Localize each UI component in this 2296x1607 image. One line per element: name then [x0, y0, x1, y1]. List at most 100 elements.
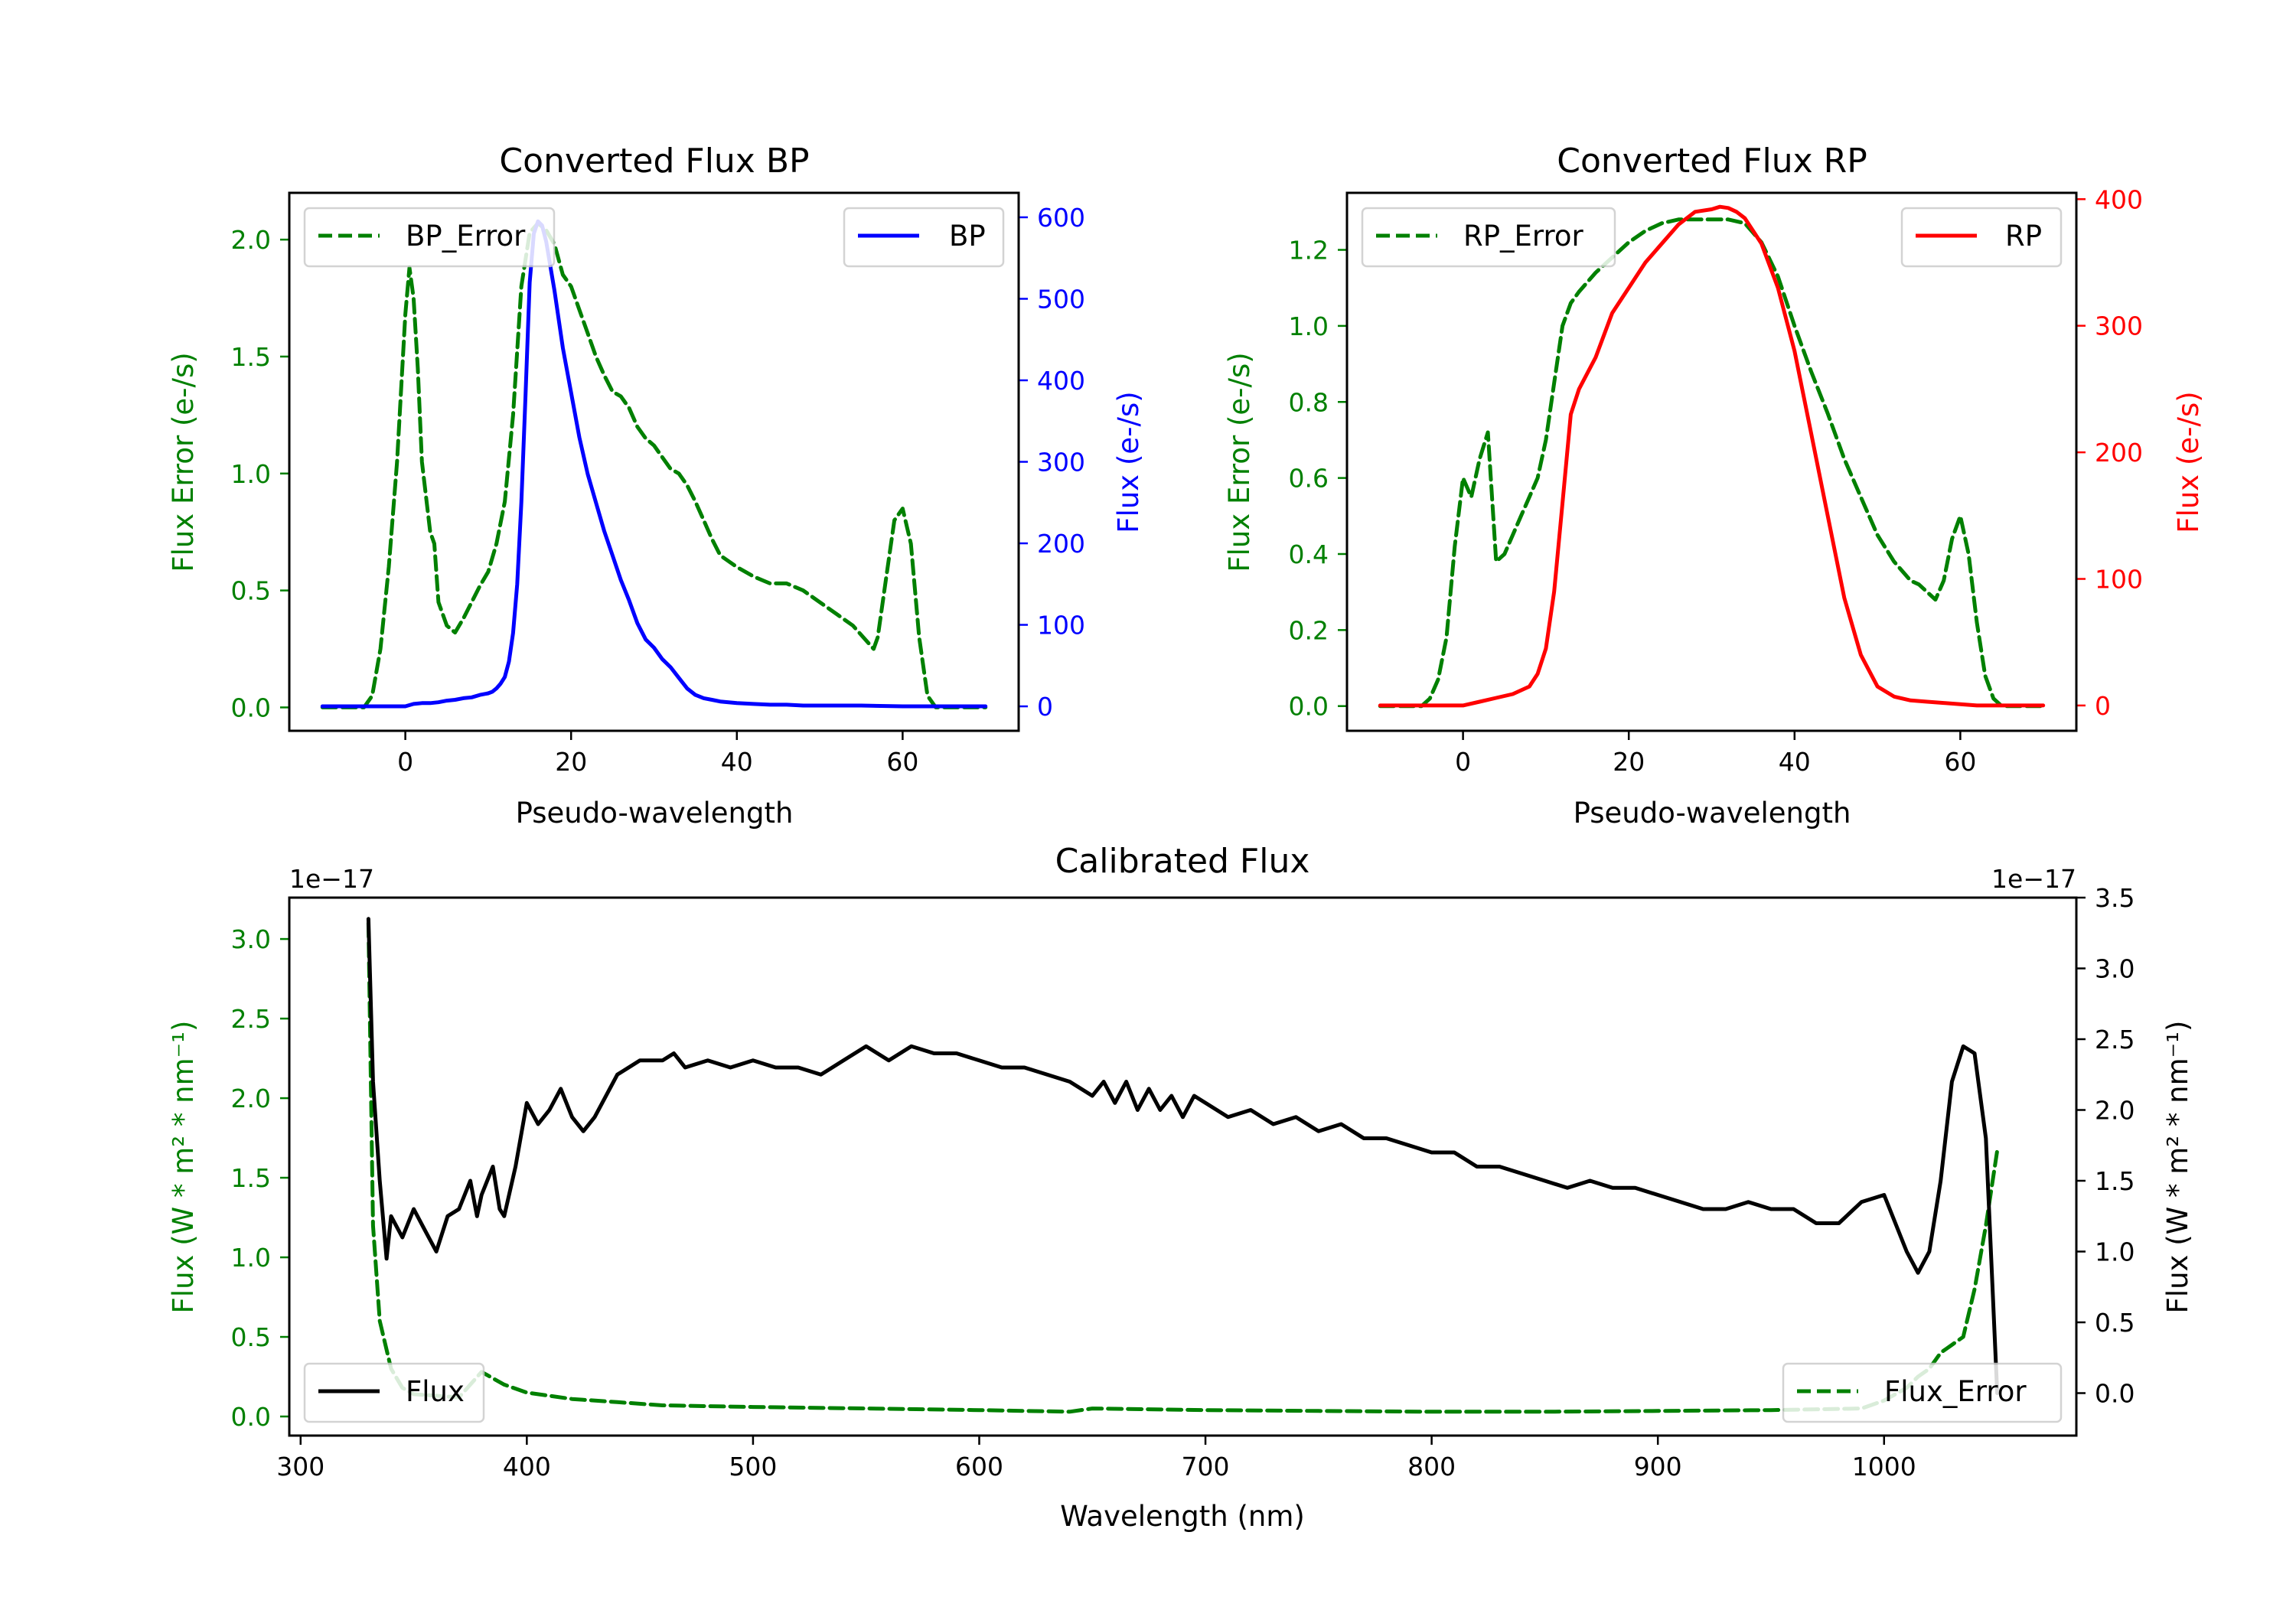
- calibrated-title: Calibrated Flux: [1055, 842, 1310, 881]
- calibrated-legend-error: Flux_Error: [1782, 1362, 2063, 1423]
- bp-series-bp-error: [320, 221, 988, 709]
- bp-y-right-tick-label: 600: [1037, 203, 1085, 233]
- calibrated-y-right-tick-label: 2.5: [2095, 1025, 2135, 1054]
- calibrated-y-left-tick-label: 2.0: [231, 1084, 271, 1113]
- rp-legend-rp-label: RP: [2005, 220, 2042, 253]
- bp-legend-bp-box: [843, 207, 1005, 268]
- bp-legend-error: BP_Error: [303, 207, 556, 268]
- calibrated-legend-error-label: Flux_Error: [1884, 1375, 2027, 1408]
- bp-y-right-tick-label: 400: [1037, 366, 1085, 396]
- bp-legend-error-label: BP_Error: [406, 220, 526, 253]
- rp-y-left-label: Flux Error (e-/s): [1223, 352, 1256, 572]
- calibrated-x-tick-label: 400: [503, 1452, 551, 1482]
- bp-y-right-tick-label: 200: [1037, 529, 1085, 559]
- calibrated-right-offset: 1e−17: [1991, 864, 2076, 894]
- rp-series-rp-error: [1378, 217, 2046, 709]
- calibrated-y-right-label: Flux (W * m² * nm⁻¹): [2161, 1021, 2194, 1314]
- bp-panel: Converted Flux BP 0 20 40 60 0.0 0.5 1.0 1.5 2.0…: [167, 142, 1145, 830]
- bp-y-left-label: Flux Error (e-/s): [167, 352, 200, 572]
- calibrated-y-left-tick-label: 2.5: [231, 1004, 271, 1034]
- calibrated-y-left-tick-label: 0.0: [231, 1402, 271, 1432]
- rp-x-tick-label: 0: [1455, 747, 1471, 777]
- rp-x-tick-label: 20: [1613, 747, 1645, 777]
- bp-series-bp-clip: [320, 219, 988, 709]
- calibrated-legend-flux-box: [303, 1362, 485, 1423]
- bp-y-left-tick-label: 0.0: [231, 693, 271, 722]
- rp-y-right-label: Flux (e-/s): [2172, 391, 2205, 533]
- bp-legend-bp: BP: [843, 207, 1005, 268]
- rp-x-axis-label: Pseudo-wavelength: [1574, 797, 1851, 830]
- bp-y-right-tick-label: 300: [1037, 448, 1085, 478]
- bp-y-right-label: Flux (e-/s): [1112, 391, 1145, 533]
- calibrated-y-left-tick-label: 3.0: [231, 924, 271, 954]
- bp-legend-bp-label: BP: [949, 220, 986, 253]
- rp-title: Converted Flux RP: [1557, 142, 1867, 181]
- bp-y-right-tick-label: 500: [1037, 284, 1085, 314]
- calibrated-left-offset: 1e−17: [289, 864, 374, 894]
- rp-y-left-tick-label: 0.8: [1289, 387, 1329, 417]
- rp-series-layer: [1378, 204, 2046, 709]
- bp-y-left-tick-label: 0.5: [231, 576, 271, 606]
- calibrated-x-tick-label: 1000: [1852, 1452, 1916, 1482]
- rp-legend-rp-box: [1900, 207, 2063, 268]
- rp-y-right-tick-label: 0: [2095, 691, 2111, 721]
- bp-x-tick-label: 20: [555, 747, 587, 777]
- bp-legend-error-box: [303, 207, 556, 268]
- rp-y-left-tick-label: 0.2: [1289, 615, 1329, 645]
- calibrated-axes-frame: [288, 896, 2078, 1437]
- calibrated-x-tick-label: 600: [955, 1452, 1003, 1482]
- calibrated-x-axis-label: Wavelength (nm): [1060, 1500, 1305, 1533]
- rp-panel: Converted Flux RP 0 20 40 60 0.0 0.2 0.4 0.6 0.8…: [1223, 142, 2205, 830]
- calibrated-y-right-tick-label: 3.5: [2095, 883, 2135, 913]
- rp-y-left-tick-label: 0.4: [1289, 539, 1329, 569]
- rp-y-left-tick-label: 1.0: [1289, 311, 1329, 341]
- bp-axes-frame: [288, 191, 1020, 732]
- bp-y-right-tick-label: 0: [1037, 692, 1053, 722]
- calibrated-series-flux: [366, 917, 2000, 1395]
- calibrated-legend-flux: Flux: [303, 1362, 485, 1423]
- bp-x-tick-label: 60: [886, 747, 918, 777]
- calibrated-y-right-tick-label: 3.0: [2095, 954, 2135, 984]
- bp-y-left-tick-label: 1.0: [231, 459, 271, 489]
- rp-legend-error-label: RP_Error: [1463, 220, 1583, 253]
- bp-y-left-tick-label: 1.5: [231, 342, 271, 372]
- calibrated-y-left-label: Flux (W * m² * nm⁻¹): [167, 1021, 200, 1314]
- rp-series-rp: [1378, 204, 2046, 708]
- calibrated-panel: Calibrated Flux 1e−17 1e−17 300 400 500 600…: [167, 842, 2194, 1533]
- calibrated-y-right-tick-label: 0.5: [2095, 1308, 2135, 1338]
- calibrated-x-tick-label: 500: [729, 1452, 777, 1482]
- calibrated-y-right-tick-label: 0.0: [2095, 1379, 2135, 1409]
- calibrated-y-left-tick-label: 0.5: [231, 1322, 271, 1352]
- rp-legend-error-box: [1361, 207, 1616, 268]
- bp-y-right-tick-label: 100: [1037, 611, 1085, 641]
- calibrated-legend-error-box: [1782, 1362, 2063, 1423]
- rp-y-right-tick-label: 200: [2095, 438, 2143, 468]
- calibrated-y-left-tick-label: 1.5: [231, 1163, 271, 1193]
- bp-title: Converted Flux BP: [499, 142, 809, 181]
- rp-y-left-tick-label: 0.6: [1289, 464, 1329, 494]
- calibrated-x-tick-label: 300: [276, 1452, 325, 1482]
- bp-x-axis-label: Pseudo-wavelength: [516, 797, 794, 830]
- bp-series-layer: [320, 219, 988, 709]
- bp-ticks: 0 20 40 60 0.0 0.5 1.0 1.5 2.0 0 100 200 300 400 500 60…: [231, 203, 1085, 777]
- calibrated-y-right-tick-label: 1.0: [2095, 1237, 2135, 1267]
- rp-legend-error: RP_Error: [1361, 207, 1616, 268]
- calibrated-y-right-tick-label: 2.0: [2095, 1096, 2135, 1126]
- rp-y-right-tick-label: 100: [2095, 565, 2143, 595]
- calibrated-x-tick-label: 800: [1407, 1452, 1456, 1482]
- calibrated-x-tick-label: 900: [1634, 1452, 1682, 1482]
- calibrated-y-right-tick-label: 1.5: [2095, 1166, 2135, 1196]
- rp-y-right-tick-label: 300: [2095, 311, 2143, 341]
- bp-y-left-tick-label: 2.0: [231, 225, 271, 255]
- rp-y-right-tick-label: 400: [2095, 184, 2143, 214]
- calibrated-x-tick-label: 700: [1182, 1452, 1230, 1482]
- rp-ticks: 0 20 40 60 0.0 0.2 0.4 0.6 0.8 1.0 1.2 0 100 200 300 40…: [1289, 184, 2143, 777]
- rp-y-left-tick-label: 0.0: [1289, 692, 1329, 722]
- calibrated-y-left-tick-label: 1.0: [231, 1243, 271, 1273]
- rp-x-tick-label: 40: [1779, 747, 1811, 777]
- bp-x-tick-label: 40: [721, 747, 753, 777]
- calibrated-ticks: 300 400 500 600 700 800 900 1000 0.0 0.5 1.0 1.5 2.0…: [231, 883, 2135, 1482]
- rp-x-tick-label: 60: [1944, 747, 1976, 777]
- calibrated-legend-flux-label: Flux: [406, 1375, 465, 1408]
- rp-y-left-tick-label: 1.2: [1289, 236, 1329, 266]
